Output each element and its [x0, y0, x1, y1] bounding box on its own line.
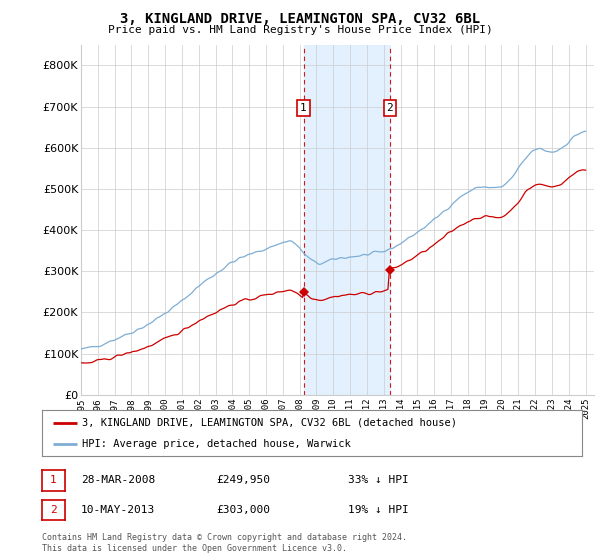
- Text: £249,950: £249,950: [216, 475, 270, 486]
- Bar: [304, 45, 390, 395]
- Text: 3, KINGLAND DRIVE, LEAMINGTON SPA, CV32 6BL (detached house): 3, KINGLAND DRIVE, LEAMINGTON SPA, CV32 …: [83, 418, 458, 428]
- Text: Price paid vs. HM Land Registry's House Price Index (HPI): Price paid vs. HM Land Registry's House …: [107, 25, 493, 35]
- Text: 1: 1: [50, 475, 57, 486]
- Text: 3, KINGLAND DRIVE, LEAMINGTON SPA, CV32 6BL: 3, KINGLAND DRIVE, LEAMINGTON SPA, CV32 …: [120, 12, 480, 26]
- Text: 28-MAR-2008: 28-MAR-2008: [81, 475, 155, 486]
- Text: 19% ↓ HPI: 19% ↓ HPI: [348, 505, 409, 515]
- Text: Contains HM Land Registry data © Crown copyright and database right 2024.
This d: Contains HM Land Registry data © Crown c…: [42, 533, 407, 553]
- Text: 1: 1: [300, 103, 307, 113]
- Text: 2: 2: [50, 505, 57, 515]
- Text: HPI: Average price, detached house, Warwick: HPI: Average price, detached house, Warw…: [83, 439, 351, 449]
- Text: 33% ↓ HPI: 33% ↓ HPI: [348, 475, 409, 486]
- Text: 2: 2: [386, 103, 393, 113]
- Text: £303,000: £303,000: [216, 505, 270, 515]
- Text: 10-MAY-2013: 10-MAY-2013: [81, 505, 155, 515]
